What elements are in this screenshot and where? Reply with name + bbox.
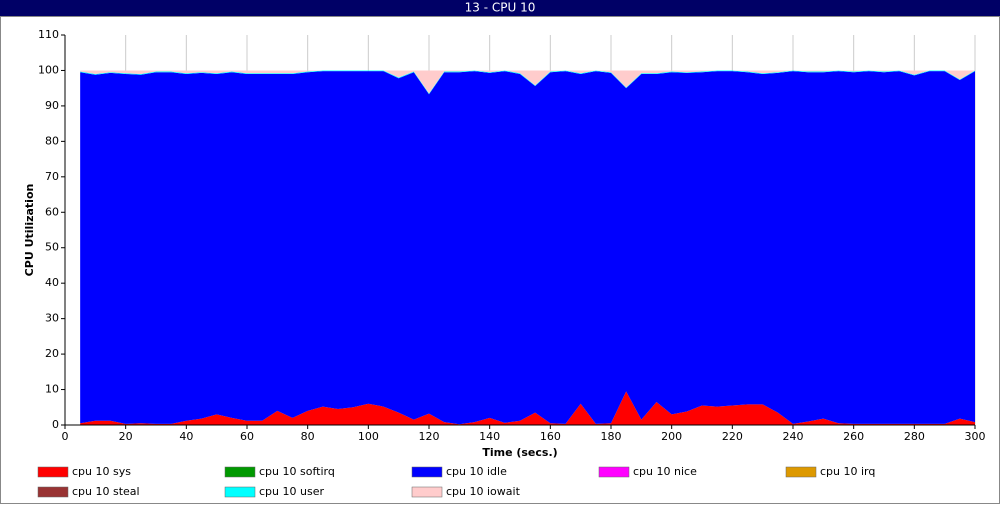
legend-label: cpu 10 irq [820,465,875,478]
title-bar [0,0,1000,16]
y-axis-label: CPU Utilization [23,184,36,277]
y-tick-label: 40 [45,276,59,289]
legend-swatch [598,466,630,478]
x-tick-label: 80 [301,430,315,443]
legend-swatch [224,486,256,498]
y-tick-label: 30 [45,312,59,325]
legend-label: cpu 10 nice [633,465,697,478]
x-tick-label: 240 [783,430,804,443]
legend-swatch [411,466,443,478]
x-tick-label: 180 [601,430,622,443]
x-tick-label: 100 [358,430,379,443]
area [80,70,975,94]
y-tick-label: 70 [45,170,59,183]
y-tick-label: 90 [45,99,59,112]
legend-label: cpu 10 sys [72,465,131,478]
x-axis-label: Time (secs.) [482,446,557,459]
legend-swatch [785,466,817,478]
y-tick-label: 100 [38,63,59,76]
y-tick-label: 10 [45,383,59,396]
x-tick-label: 140 [479,430,500,443]
area [80,71,975,425]
x-tick-label: 0 [62,430,69,443]
legend-label: cpu 10 steal [72,485,140,498]
legend-swatch [37,486,69,498]
y-tick-label: 110 [38,28,59,41]
x-tick-label: 120 [419,430,440,443]
y-tick-label: 20 [45,347,59,360]
chart-title: 13 - CPU 10 [465,1,536,15]
x-tick-label: 220 [722,430,743,443]
x-tick-label: 20 [119,430,133,443]
y-tick-label: 80 [45,134,59,147]
legend-swatch [224,466,256,478]
legend-label: cpu 10 idle [446,465,507,478]
x-tick-label: 260 [843,430,864,443]
x-tick-label: 160 [540,430,561,443]
x-tick-label: 280 [904,430,925,443]
x-tick-label: 300 [965,430,986,443]
x-tick-label: 200 [661,430,682,443]
x-tick-label: 60 [240,430,254,443]
legend-label: cpu 10 user [259,485,324,498]
legend-swatch [37,466,69,478]
y-tick-label: 50 [45,241,59,254]
y-tick-label: 0 [52,418,59,431]
legend-label: cpu 10 iowait [446,485,521,498]
x-tick-label: 40 [179,430,193,443]
y-tick-label: 60 [45,205,59,218]
legend-label: cpu 10 softirq [259,465,335,478]
area [80,391,975,425]
legend-swatch [411,486,443,498]
